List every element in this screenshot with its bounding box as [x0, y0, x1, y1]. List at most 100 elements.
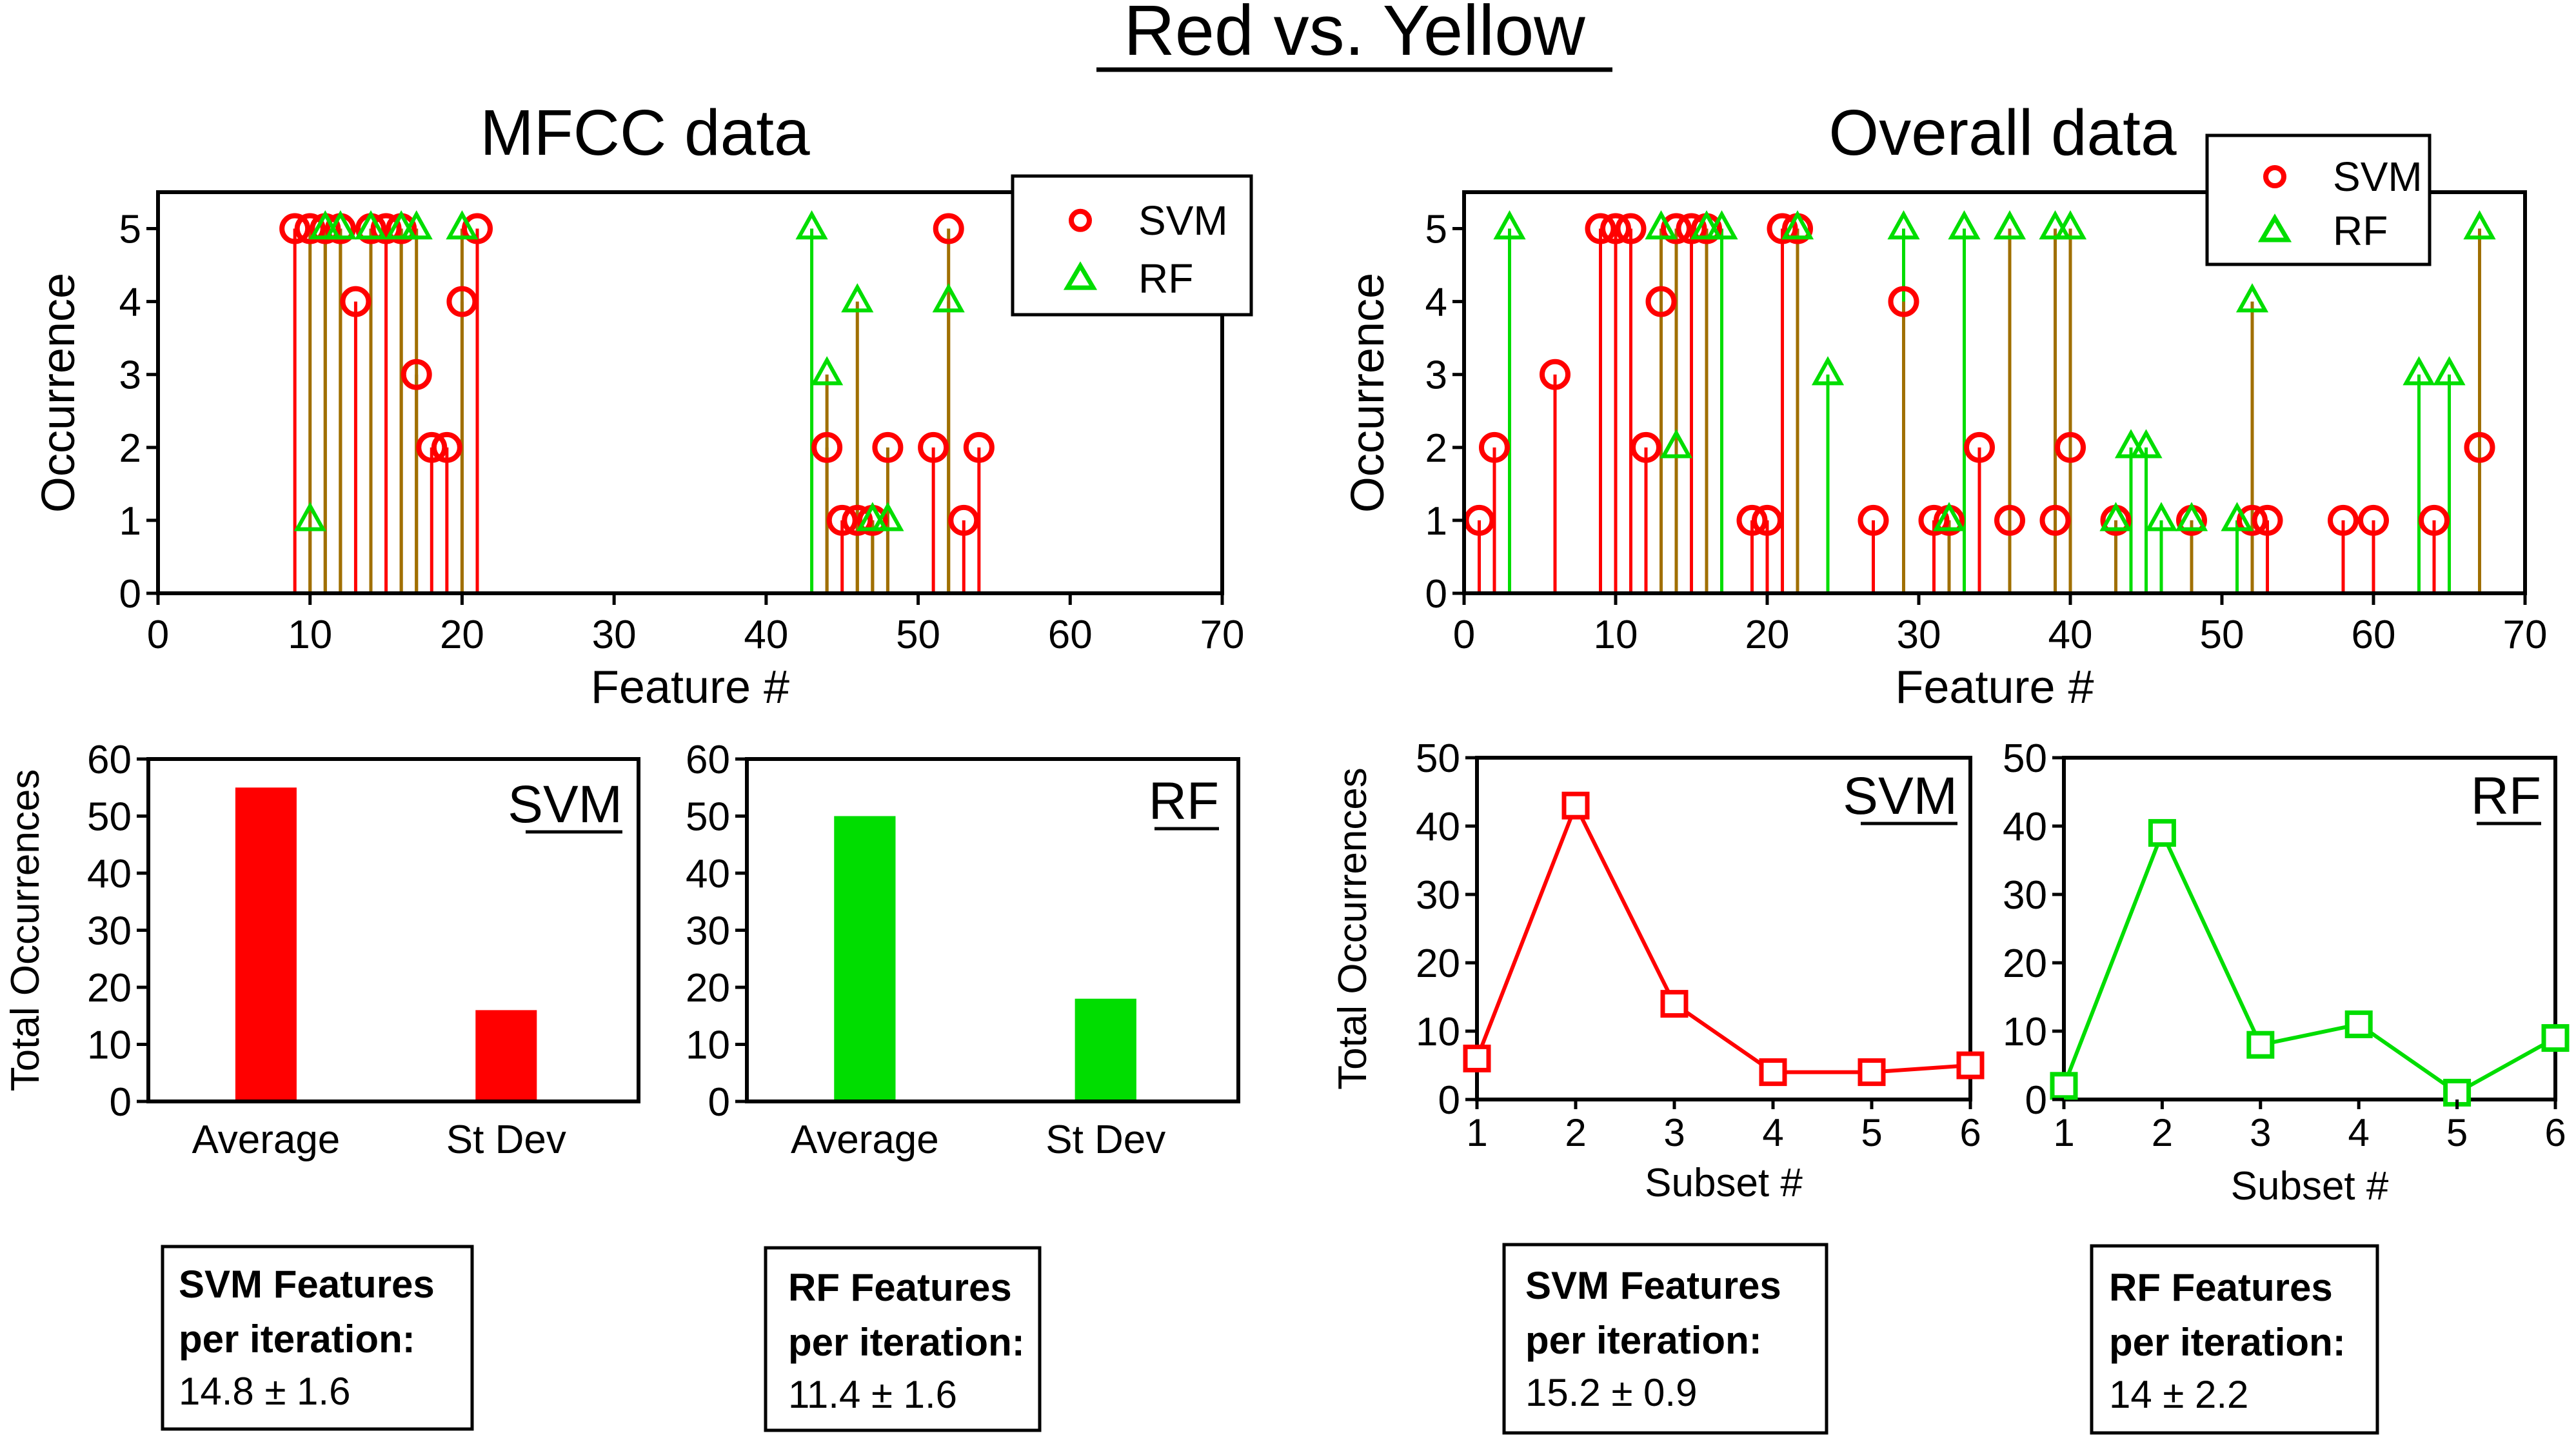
svm-marker: [1918, 504, 1950, 536]
svm-marker: [1479, 431, 1510, 463]
summary-box-rf-overall: RF Features per iteration: 14 ± 2.2: [2090, 1244, 2379, 1435]
x-tick-label: 50: [896, 613, 940, 657]
svm-marker: [1994, 504, 2025, 536]
legend: SVM RF: [2205, 133, 2432, 266]
x-tick-label: 10: [1594, 613, 1638, 657]
svm-marker: [2055, 431, 2086, 463]
x-tick-label: 5: [2446, 1111, 2468, 1154]
series-point: [2246, 1031, 2275, 1059]
y-axis-label: Occurrence: [33, 273, 84, 513]
rf-bar-chart: Average St Dev 0 10 20 30 40 50 60 RF: [686, 738, 1240, 1162]
summary-box-subheading: per iteration:: [179, 1317, 415, 1361]
summary-box-heading: SVM Features: [1525, 1264, 1781, 1307]
panel-label: RF: [2471, 767, 2541, 825]
x-tick-label: 40: [744, 613, 788, 657]
bar-st-dev: [1075, 998, 1136, 1101]
series-point: [1759, 1058, 1787, 1087]
rf-marker: [2403, 356, 2435, 386]
rf-marker: [1645, 210, 1678, 240]
svm-marker: [1630, 431, 1661, 463]
x-tick-label: 0: [147, 613, 169, 657]
legend-box: [2205, 133, 2432, 266]
series-point: [1463, 1044, 1491, 1072]
panel-label: RF: [1149, 772, 1219, 831]
series-point: [1858, 1058, 1886, 1087]
rf-marker: [2463, 210, 2496, 240]
plot-frame: [2062, 756, 2557, 1101]
legend-rf-marker: [1063, 261, 1098, 290]
svm-marker: [431, 431, 462, 463]
rf-marker: [2145, 502, 2178, 531]
y-tick-label: 3: [119, 353, 141, 398]
rf-marker: [1690, 210, 1723, 240]
x-tick-label: 30: [592, 613, 637, 657]
x-category-label: St Dev: [1045, 1118, 1165, 1162]
rf-marker: [871, 502, 904, 531]
y-tick-label: 0: [119, 572, 141, 616]
y-tick-label: 40: [87, 852, 132, 896]
legend-box: [1011, 174, 1253, 317]
x-axis-label: Feature #: [1895, 662, 2094, 713]
series-point: [1956, 1051, 1985, 1080]
x-tick-label: 0: [1453, 613, 1475, 657]
y-tick-label: 10: [87, 1023, 132, 1068]
x-axis-label: Subset #: [2231, 1164, 2389, 1208]
svm-marker: [2464, 431, 2495, 463]
y-tick-label: 40: [1416, 805, 1460, 849]
rf-marker: [2114, 429, 2148, 459]
y-tick-label: 3: [1425, 353, 1447, 398]
svm-marker: [401, 359, 432, 390]
y-tick-label: 30: [1416, 873, 1460, 918]
rf-marker: [795, 210, 828, 240]
summary-box-svm-overall: SVM Features per iteration: 15.2 ± 0.9: [1502, 1243, 1828, 1435]
rf-marker: [385, 210, 418, 240]
plot-frame: [156, 190, 1224, 595]
x-tick-label: 60: [1048, 613, 1093, 657]
legend-rf-label: RF: [2333, 208, 2388, 254]
rf-marker: [2099, 502, 2132, 531]
bar-average: [235, 787, 297, 1101]
rf-marker: [309, 210, 342, 240]
svm-marker: [1767, 213, 1798, 244]
x-tick-label: 4: [2348, 1111, 2370, 1154]
svm-marker: [1858, 504, 1889, 536]
y-tick-label: 40: [686, 852, 730, 896]
x-category-label: Average: [192, 1118, 340, 1162]
svm-marker: [2252, 504, 2283, 536]
legend-rf-label: RF: [1138, 255, 1193, 302]
bar-average: [834, 816, 896, 1101]
chart-title: Overall data: [1828, 97, 2177, 169]
y-tick-label: 20: [686, 966, 730, 1011]
y-tick-label: 0: [2025, 1078, 2047, 1123]
svm-marker: [933, 213, 964, 244]
rf-marker: [856, 502, 889, 531]
chart-title: MFCC data: [480, 97, 810, 169]
y-tick-label: 30: [686, 909, 730, 954]
svm-marker: [1752, 504, 1783, 536]
summary-box-value: 14 ± 2.2: [2109, 1373, 2248, 1416]
svm-marker: [1888, 286, 1919, 317]
x-tick-label: 1: [1466, 1111, 1487, 1154]
y-tick-label: 50: [2003, 736, 2047, 781]
rf-marker: [1948, 210, 1981, 240]
x-tick-label: 70: [1200, 613, 1245, 657]
series-point: [1660, 990, 1689, 1018]
rf-marker: [2235, 283, 2269, 313]
svm-marker: [811, 431, 843, 463]
legend-svm-marker: [2263, 165, 2286, 188]
rf-marker: [1781, 210, 1814, 240]
x-tick-label: 5: [1861, 1111, 1882, 1154]
y-tick-label: 2: [119, 426, 141, 471]
summary-box-subheading: per iteration:: [788, 1321, 1025, 1364]
y-tick-label: 0: [1425, 572, 1447, 616]
y-tick-label: 1: [119, 499, 141, 544]
x-tick-label: 2: [1565, 1111, 1586, 1154]
series-point: [2541, 1024, 2570, 1052]
rf-marker: [811, 356, 844, 386]
rf-marker: [293, 502, 326, 531]
series-line: [2062, 827, 2557, 1095]
y-tick-label: 10: [686, 1023, 730, 1068]
series-point: [2050, 1072, 2078, 1100]
legend: SVM RF: [1011, 174, 1253, 317]
